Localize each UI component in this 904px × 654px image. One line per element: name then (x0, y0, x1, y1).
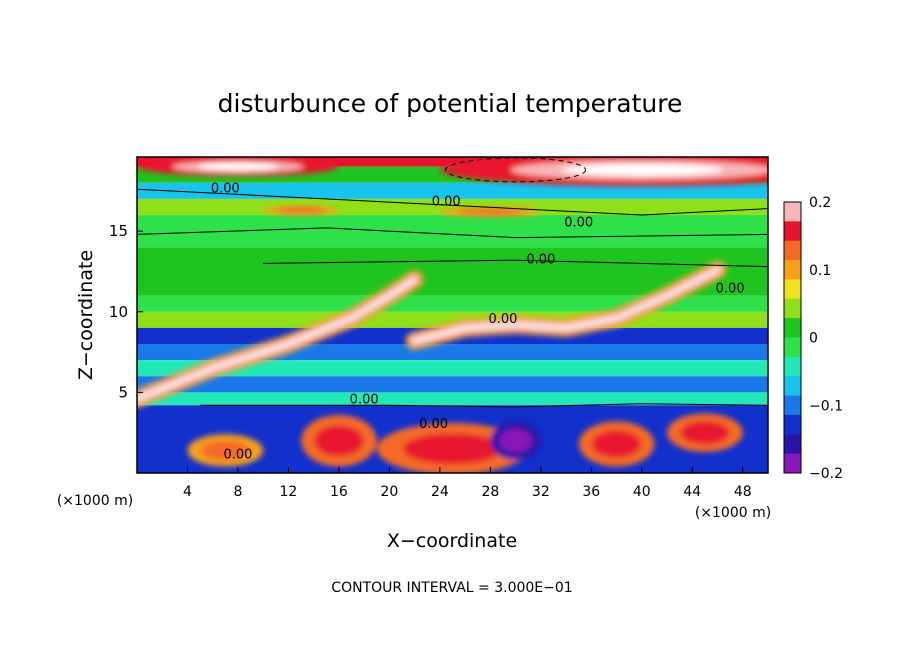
colorbar-swatch (784, 337, 801, 358)
colorbar-swatch (784, 376, 801, 397)
contour-label: 0.00 (223, 447, 252, 462)
field-band-5 (137, 247, 768, 296)
contour-label: 0.00 (419, 417, 448, 432)
contour-line-3 (200, 403, 768, 408)
x-tick-label: 40 (633, 484, 651, 500)
field-band-10 (137, 360, 768, 377)
y-tick-label: 5 (118, 383, 128, 401)
contour-label: 0.00 (432, 194, 461, 209)
contour-label: 0.00 (350, 393, 379, 408)
contour-line-1 (137, 227, 768, 239)
x-axis-label: X−coordinate (387, 530, 517, 552)
contour-interval-note: CONTOUR INTERVAL = 3.000E−01 (331, 580, 572, 596)
colorbar-tick-label: −0.2 (809, 466, 843, 482)
contour-label: 0.00 (564, 215, 593, 230)
contour-label: 0.00 (716, 281, 745, 296)
contour-label: 0.00 (489, 312, 518, 327)
contour-layer: 0.00 0.00 0.00 0.00 0.00 0.00 0.00 0.00 0.00 (137, 157, 768, 462)
x-tick-label: 8 (233, 484, 242, 500)
x-tick-label: 24 (431, 484, 449, 500)
contour-label: 0.00 (211, 181, 240, 196)
colorbar-swatch (784, 434, 801, 455)
colorbar-swatch (784, 298, 801, 319)
feature-core-8 (591, 430, 642, 458)
feature-core-2 (457, 208, 524, 215)
colorbar-swatch (784, 260, 801, 280)
colorbar-swatch (784, 318, 801, 338)
x-unit-left: (×1000 m) (57, 493, 133, 509)
contour-line-2 (263, 259, 768, 268)
colorbar-swatch (784, 356, 801, 377)
field-band-6 (137, 295, 768, 312)
feature-peak-0 (561, 164, 723, 176)
x-tick-label: 28 (481, 484, 499, 500)
colorbar-swatch (784, 240, 801, 261)
x-axis: 4 8 12 16 20 24 28 32 36 40 44 48 (183, 467, 752, 500)
feature-core-11 (499, 429, 533, 453)
x-tick-label: 32 (532, 484, 550, 500)
x-tick-label: 16 (330, 484, 348, 500)
streak-peak-4 (137, 278, 417, 401)
feature-core-7 (314, 425, 364, 457)
plot-frame (136, 156, 769, 474)
contour-dashed-top (445, 157, 587, 183)
x-tick-label: 36 (582, 484, 600, 500)
y-axis: 5 10 15 (109, 222, 143, 401)
contour-label: 0.00 (526, 252, 555, 267)
y-tick-label: 10 (109, 303, 128, 321)
feature-peak-1 (197, 163, 279, 171)
x-tick-label: 12 (280, 484, 298, 500)
feature-core-9 (680, 421, 730, 445)
chart-title: disturbunce of potential temperature (218, 89, 683, 118)
colorbar-swatch (784, 202, 801, 222)
streak-peak-5 (413, 268, 719, 343)
feature-core-3 (276, 207, 326, 214)
field-layer (137, 157, 768, 473)
colorbar-tick-label: −0.1 (809, 398, 843, 414)
field-band-11 (137, 376, 768, 393)
x-tick-label: 20 (380, 484, 398, 500)
feature-core-6 (403, 433, 502, 465)
colorbar-frame (783, 201, 802, 474)
field-band-12 (137, 392, 768, 406)
x-tick-label: 48 (734, 484, 752, 500)
colorbar-tick-label: 0.1 (809, 263, 831, 279)
colorbar-tick-label: 0.2 (809, 195, 831, 211)
field-features (137, 157, 768, 473)
field-band-2 (137, 182, 768, 199)
y-tick-label: 15 (109, 222, 128, 240)
colorbar-tick-label: 0 (809, 331, 818, 347)
colorbar-swatch (784, 453, 801, 474)
colorbar-swatch (784, 279, 801, 300)
x-unit-right: (×1000 m) (695, 505, 771, 521)
y-axis-label: Z−coordinate (75, 250, 97, 380)
feature-core-10 (200, 440, 250, 461)
x-tick-label: 44 (683, 484, 701, 500)
contour-line-0 (137, 188, 768, 216)
x-tick-label: 4 (183, 484, 192, 500)
colorbar-swatch (784, 414, 801, 435)
colorbar: 0.2 0.1 0 −0.1 −0.2 (783, 195, 843, 482)
colorbar-swatch (784, 221, 801, 242)
colorbar-swatch (784, 395, 801, 416)
field-band-0 (137, 157, 768, 167)
